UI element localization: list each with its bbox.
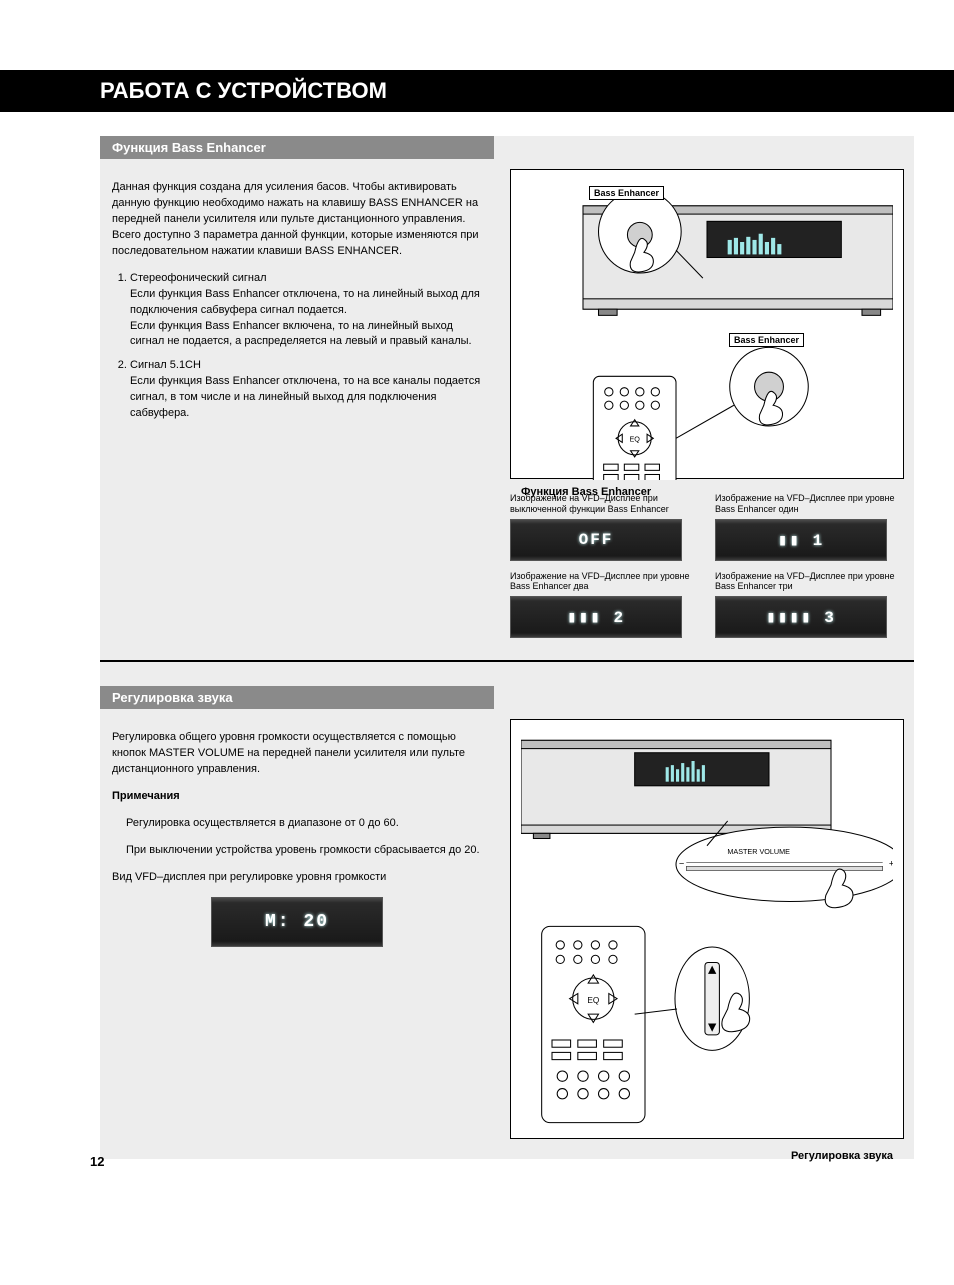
content-area: Функция Bass Enhancer Данная функция соз… (100, 136, 914, 1159)
bass-item1-title: Стереофонический сигнал (130, 272, 267, 284)
vfd-3-label: Изображение на VFD–Дисплее при уровне Ba… (715, 571, 904, 593)
bass-intro: Данная функция создана для усиления басо… (112, 180, 482, 260)
volume-subtitle-bar: Регулировка звука (100, 686, 494, 709)
bass-item2-p1: Если функция Bass Enhancer отключена, то… (130, 375, 480, 419)
bass-figure-caption: Функция Bass Enhancer (521, 486, 893, 498)
volume-figure-caption: Регулировка звука (521, 1150, 893, 1162)
bass-subtitle-bar: Функция Bass Enhancer (100, 136, 494, 159)
volume-note-2: При выключении устройства уровень громко… (112, 843, 482, 859)
volume-subtitle: Регулировка звука (112, 690, 233, 705)
main-title: РАБОТА С УСТРОЙСТВОМ (100, 78, 387, 103)
bass-right-col: EQ Bass Enh (510, 159, 914, 638)
svg-text:EQ: EQ (629, 434, 640, 443)
bass-item1-p1: Если функция Bass Enhancer отключена, то… (130, 288, 480, 316)
svg-text:+: + (889, 859, 893, 869)
vfd-cell-off: Изображение на VFD–Дисплее при выключенн… (510, 493, 699, 561)
bass-figure-box: EQ Bass Enh (510, 169, 904, 479)
volume-figure-box: MASTER VOLUME − + EQ (510, 719, 904, 1139)
bass-device-illustration: EQ (521, 180, 893, 480)
volume-left-col: Регулировка общего уровня громкости осущ… (100, 709, 494, 947)
volume-right-col: MASTER VOLUME − + EQ (510, 709, 914, 1139)
page-number: 12 (90, 1154, 104, 1169)
bass-subtitle: Функция Bass Enhancer (112, 140, 266, 155)
section-divider (100, 660, 914, 662)
bass-vfd-grid: Изображение на VFD–Дисплее при выключенн… (510, 493, 904, 638)
svg-text:EQ: EQ (587, 996, 600, 1005)
bass-item1-p2: Если функция Bass Enhancer включена, то … (130, 320, 472, 348)
vfd-off-display: OFF (510, 519, 682, 561)
bass-list: Стереофонический сигнал Если функция Bas… (112, 271, 482, 422)
vfd-2-display: ▮▮▮ 2 (510, 596, 682, 638)
vfd-cell-3: Изображение на VFD–Дисплее при уровне Ba… (715, 571, 904, 639)
bass-item2-title: Сигнал 5.1CH (130, 359, 201, 371)
volume-notes-title: Примечания (112, 789, 482, 805)
vfd-cell-1: Изображение на VFD–Дисплее при уровне Ba… (715, 493, 904, 561)
volume-intro: Регулировка общего уровня громкости осущ… (112, 730, 482, 778)
volume-vfd-label: Вид VFD–дисплея при регулировке уровня г… (112, 870, 482, 886)
vfd-1-display: ▮▮ 1 (715, 519, 887, 561)
volume-two-col: Регулировка общего уровня громкости осущ… (100, 709, 914, 1139)
main-title-bar: РАБОТА С УСТРОЙСТВОМ (0, 70, 954, 112)
volume-vfd-display: M: 20 (211, 897, 383, 947)
master-volume-text: MASTER VOLUME (727, 847, 790, 856)
bass-item-2: Сигнал 5.1CH Если функция Bass Enhancer … (130, 358, 482, 422)
bass-item-1: Стереофонический сигнал Если функция Bas… (130, 271, 482, 351)
volume-device-illustration: MASTER VOLUME − + EQ (521, 730, 893, 1143)
bass-device-label: Bass Enhancer (589, 186, 664, 200)
volume-note-1: Регулировка осуществляется в диапазоне о… (112, 816, 482, 832)
bass-remote-label: Bass Enhancer (729, 333, 804, 347)
vfd-2-label: Изображение на VFD–Дисплее при уровне Ba… (510, 571, 699, 593)
vfd-cell-2: Изображение на VFD–Дисплее при уровне Ba… (510, 571, 699, 639)
svg-text:−: − (679, 859, 684, 869)
vfd-3-display: ▮▮▮▮ 3 (715, 596, 887, 638)
bass-two-col: Данная функция создана для усиления басо… (100, 159, 914, 638)
page: РАБОТА С УСТРОЙСТВОМ Функция Bass Enhanc… (0, 0, 954, 1199)
bass-left-col: Данная функция создана для усиления басо… (100, 159, 494, 430)
